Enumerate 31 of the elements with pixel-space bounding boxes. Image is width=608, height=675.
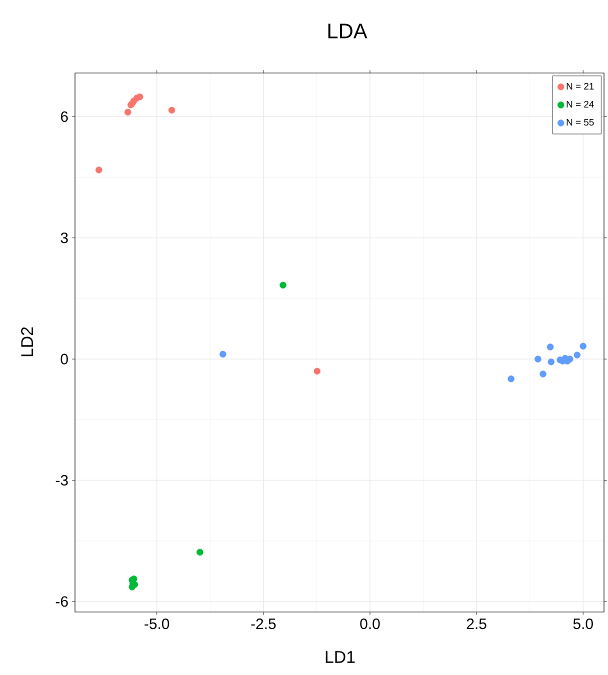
point <box>540 370 546 378</box>
x-tick-label: 5.0 <box>573 618 593 630</box>
legend-label: N = 24 <box>566 100 594 108</box>
point <box>508 375 514 382</box>
point <box>124 108 132 116</box>
point <box>314 368 321 375</box>
y-tick-label: 3 <box>60 232 68 244</box>
y-tick-label: -3 <box>56 474 68 486</box>
x-tick-label: -5.0 <box>144 618 170 630</box>
point <box>280 282 286 289</box>
x-tick-label: 2.5 <box>466 618 486 630</box>
point <box>136 93 144 100</box>
y-tick-label: 6 <box>60 111 68 122</box>
x-tick-label: 0.0 <box>360 618 380 630</box>
point <box>168 106 176 114</box>
point <box>548 358 555 366</box>
y-tick-label: -6 <box>56 596 68 607</box>
y-tick-label: 0 <box>60 354 68 364</box>
point <box>95 166 102 174</box>
point <box>580 342 587 350</box>
point <box>534 356 542 362</box>
point <box>220 350 226 358</box>
x-axis-title: LD1 <box>326 651 355 663</box>
legend-label: N = 21 <box>566 82 594 90</box>
point <box>574 352 581 358</box>
legend-label: N = 55 <box>566 119 594 126</box>
point <box>546 344 554 350</box>
point <box>196 548 204 556</box>
y-axis-title: LD2 <box>21 327 33 356</box>
x-tick-label: -2.5 <box>251 618 276 630</box>
chart-title: LDA <box>328 24 368 38</box>
